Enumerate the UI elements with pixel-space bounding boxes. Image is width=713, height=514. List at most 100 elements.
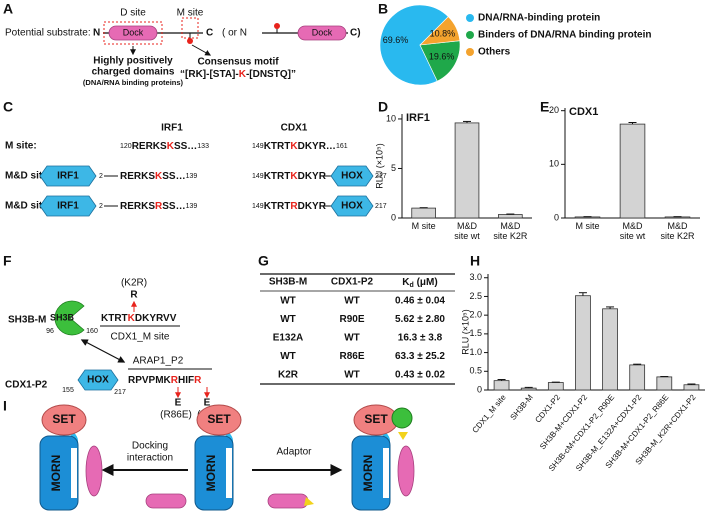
bar <box>498 214 523 219</box>
morn-groove <box>383 448 389 498</box>
slice-label: 19.6% <box>429 51 455 61</box>
table-cell: 63.3 ± 25.2 <box>395 351 445 362</box>
d-description: Highly positively <box>93 56 173 67</box>
y-tick-label: 5 <box>391 163 396 173</box>
irf1-sequence-part: SS… <box>162 201 185 212</box>
domain-label: HOX <box>87 375 109 386</box>
domain-label: SH3B <box>50 312 75 322</box>
error-bar <box>606 306 615 309</box>
error-bar <box>628 121 637 125</box>
irf1-sequence-part: K <box>167 141 175 152</box>
y-tick-label: 10 <box>386 113 396 123</box>
x-label-box: M site <box>575 221 600 231</box>
morn-groove <box>71 448 77 498</box>
legend-label: Binders of DNA/RNA binding protein <box>478 30 652 41</box>
bar <box>547 382 564 391</box>
legend-marker <box>466 31 474 39</box>
irf1-sequence-part: 133 <box>197 143 209 150</box>
dock-domain <box>297 25 347 41</box>
x-label-box: M&D site wt <box>454 221 480 241</box>
slice-label: 69.6% <box>383 35 409 45</box>
p2-sequence-part: R <box>194 375 202 386</box>
panel-label: B <box>378 1 388 17</box>
hox-domain <box>77 369 119 391</box>
alt-close: C) <box>350 28 361 39</box>
domain-label: HOX <box>341 171 363 182</box>
x-tick-label: M&D site K2R <box>660 221 695 241</box>
m-site-sequence: KTRTKDKYRVV <box>101 313 177 324</box>
pie-slice <box>419 40 461 82</box>
x-label-box: M&D site K2R <box>660 221 695 241</box>
morn-domain <box>39 435 79 511</box>
x-tick-label: CDX1-P2 <box>533 392 562 424</box>
row-label: M site: <box>5 141 37 152</box>
kd-subscript: d <box>410 282 414 289</box>
arrow-label: interaction <box>127 453 173 464</box>
y-tick-label: 3.0 <box>469 272 482 282</box>
morn-label: MORN <box>49 455 63 492</box>
error-bar <box>497 379 506 381</box>
error-bar <box>633 363 642 365</box>
bar <box>602 308 618 391</box>
kd-unit: (μM) <box>414 277 438 288</box>
table-cell: 16.3 ± 3.8 <box>398 333 443 344</box>
cdx1-sequence: 149KTRTKDKYR…161 <box>252 141 348 152</box>
residue-number: 217 <box>375 203 387 210</box>
residue-number: 217 <box>375 173 387 180</box>
table-header: SH3B-M <box>269 277 307 288</box>
free-substrate <box>145 493 187 509</box>
x-label-box: M&D site wt <box>620 221 646 241</box>
chart-title: IRF1 <box>406 112 430 124</box>
x-tick-label: SH3B-M <box>509 393 536 422</box>
sequence-name: ARAP1_P2 <box>133 356 184 367</box>
bar <box>520 387 537 391</box>
p2-sequence: RPVPMKRHIFR <box>128 375 202 386</box>
hox-domain <box>330 195 374 217</box>
y-tick-label: 1.5 <box>469 328 482 338</box>
table-header: CDX1-P2 <box>331 277 374 288</box>
x-label-box: M&D site K2R <box>493 221 527 241</box>
y-tick-label: 0 <box>477 384 482 394</box>
dock-label: Dock <box>123 27 144 37</box>
residue-number: 160 <box>86 328 98 335</box>
table-cell: WT <box>344 296 360 307</box>
y-axis-label: RLU (×10⁵) <box>460 309 470 355</box>
bar <box>575 295 591 391</box>
sh3b-domain <box>54 300 85 336</box>
consensus-motif-part: K <box>239 69 247 80</box>
mutant-residue: E <box>175 398 182 409</box>
x-tick-label: M site <box>575 221 600 231</box>
substrate <box>397 445 415 497</box>
y-tick-label: 0 <box>391 212 396 222</box>
m-description: Consensus motif <box>197 57 279 68</box>
column-header: CDX1 <box>281 123 308 134</box>
table-header: Kd (μM) <box>402 277 437 289</box>
d-site-box <box>103 21 163 45</box>
panel-label: F <box>3 253 12 269</box>
error-bar <box>687 383 696 385</box>
error-bar <box>578 292 587 296</box>
y-tick-label: 10 <box>549 159 559 169</box>
morn-domain <box>351 435 391 511</box>
table-cell: 5.62 ± 2.80 <box>395 314 445 325</box>
mutation-label: (K2R) <box>121 278 147 289</box>
bar <box>619 123 646 219</box>
table-cell: 0.46 ± 0.04 <box>395 296 445 307</box>
set-domain <box>196 404 242 436</box>
d-note: (DNA/RNA binding proteins) <box>83 78 184 87</box>
table-cell: E132A <box>273 333 304 344</box>
d-description: charged domains <box>92 67 175 78</box>
residue-number: 155 <box>62 387 74 394</box>
irf1-sequence-part: RERKS <box>132 141 167 152</box>
irf1-sequence: RERKSRSS…139 <box>120 201 197 212</box>
cdx1-sequence-part: 161 <box>336 143 348 150</box>
sequence-name: CDX1_M site <box>111 332 170 343</box>
row-label: M&D site K2R: <box>5 201 74 212</box>
p2-sequence-part: RPVPMK <box>128 375 172 386</box>
set-label: SET <box>52 412 76 426</box>
bar <box>656 376 673 391</box>
legend-marker <box>466 14 474 22</box>
cdx1-sequence: 149KTRTKDKYR <box>252 171 327 182</box>
